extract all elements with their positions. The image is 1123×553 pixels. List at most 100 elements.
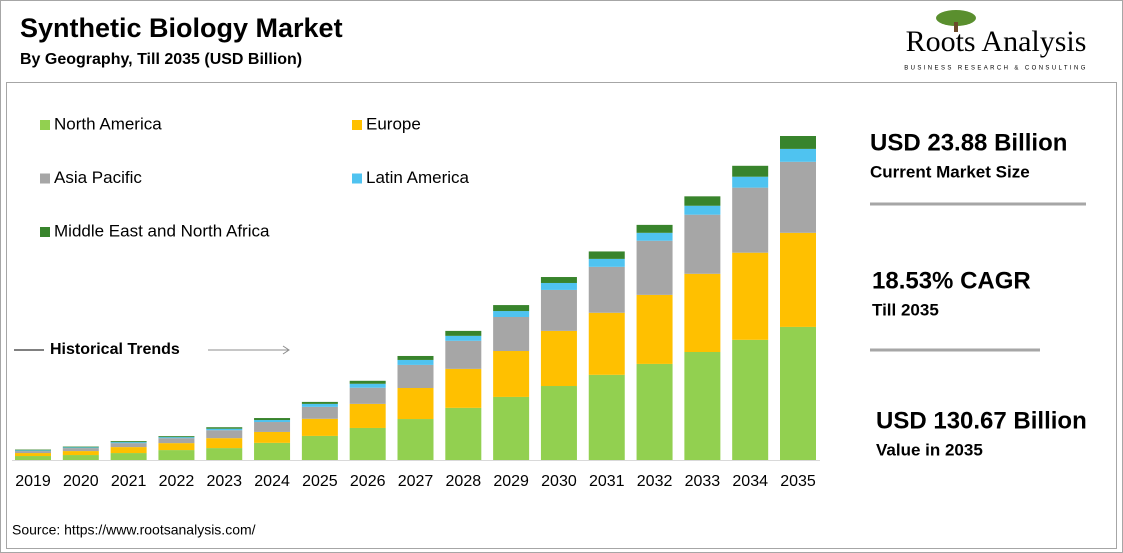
x-tick-label: 2019: [15, 473, 51, 490]
bar-segment: [15, 450, 51, 452]
bar-segment: [684, 214, 721, 274]
bar-segment: [684, 352, 721, 460]
bar-segment: [301, 403, 338, 407]
x-tick-label: 2022: [159, 473, 195, 490]
bar-segment: [110, 442, 147, 444]
bar-segment: [206, 438, 243, 449]
logo-tagline: BUSINESS RESEARCH & CONSULTING: [904, 66, 1088, 72]
bar-segment: [254, 418, 291, 421]
bar-segment: [540, 330, 577, 387]
x-tick-label: 2030: [541, 473, 577, 490]
bar-segment: [62, 447, 99, 449]
bar-segment: [445, 330, 482, 336]
x-tick-label: 2033: [685, 473, 721, 490]
trend-arrowhead: [282, 345, 290, 355]
legend-swatch: [40, 173, 50, 184]
bar-segment: [732, 339, 769, 460]
bar-segment: [684, 273, 721, 352]
legend-label: Latin America: [366, 168, 470, 187]
bar-segment: [254, 431, 291, 443]
logo: Roots Analysis BUSINESS RESEARCH & CONSU…: [904, 10, 1088, 72]
legend-label: Middle East and North Africa: [54, 221, 270, 240]
historical-label: Historical Trends: [50, 341, 180, 358]
bar-segment: [158, 438, 195, 444]
bar-segment: [493, 305, 530, 312]
bar-segment: [588, 374, 625, 460]
bar-segment: [588, 251, 625, 259]
legend-swatch: [40, 227, 50, 237]
x-tick-label: 2029: [493, 473, 529, 490]
kpi-value: USD 130.67 Billion: [876, 407, 1087, 434]
legend-swatch: [40, 120, 50, 130]
bar-segment: [301, 418, 338, 436]
bar-segment: [254, 420, 291, 423]
bar-segment: [780, 326, 816, 460]
legend-label: North America: [54, 114, 162, 133]
bar-segment: [301, 406, 338, 419]
bar-segment: [636, 294, 673, 364]
bar-segment: [206, 427, 243, 429]
x-tick-label: 2035: [780, 473, 816, 490]
legend-swatch: [352, 120, 362, 130]
kpi-label: Current Market Size: [870, 162, 1030, 181]
bar-segment: [636, 240, 673, 295]
bar-segment: [780, 161, 816, 233]
bar-segment: [636, 224, 673, 233]
bar-segment: [15, 453, 51, 457]
bar-segment: [349, 403, 386, 428]
bar-segment: [493, 351, 530, 397]
logo-name: Roots Analysis: [906, 25, 1087, 58]
panel-border: [6, 82, 1117, 549]
kpi-label: Till 2035: [872, 300, 939, 319]
legend-label: Asia Pacific: [54, 168, 142, 187]
kpi-value: USD 23.88 Billion: [870, 129, 1067, 156]
bar-segment: [15, 456, 51, 460]
bar-segment: [254, 422, 291, 432]
bar-segment: [684, 196, 721, 206]
bar-segment: [62, 455, 99, 460]
bar-segment: [732, 176, 769, 188]
bar-segment: [349, 387, 386, 404]
chart-subtitle: By Geography, Till 2035 (USD Billion): [20, 51, 302, 68]
kpi-label: Value in 2035: [876, 440, 983, 459]
bar-segment: [445, 340, 482, 369]
x-tick-label: 2027: [398, 473, 434, 490]
bar-segment: [349, 427, 386, 460]
x-tick-label: 2021: [111, 473, 147, 490]
bar-segment: [206, 430, 243, 439]
x-tick-label: 2023: [206, 473, 242, 490]
chart-title: Synthetic Biology Market: [20, 13, 343, 43]
x-tick-label: 2024: [254, 473, 290, 490]
bar-segment: [158, 437, 195, 439]
bar-segment: [732, 187, 769, 253]
x-tick-label: 2028: [446, 473, 482, 490]
kpi-value: 18.53% CAGR: [872, 267, 1031, 294]
legend-label: Europe: [366, 114, 421, 133]
bar-segment: [397, 364, 434, 388]
bar-segment: [588, 266, 625, 313]
bar-segment: [780, 148, 816, 162]
logo-trunk: [954, 22, 958, 32]
bar-segment: [397, 355, 434, 360]
bar-segment: [158, 450, 195, 460]
legend-swatch: [352, 173, 362, 184]
bar-segment: [158, 436, 195, 438]
x-tick-label: 2020: [63, 473, 99, 490]
bar-segment: [732, 252, 769, 340]
x-tick-label: 2031: [589, 473, 625, 490]
bar-segment: [684, 205, 721, 215]
bar-segment: [780, 232, 816, 327]
x-tick-label: 2026: [350, 473, 386, 490]
bar-segment: [588, 258, 625, 267]
bar-segment: [62, 446, 99, 448]
bar-segment: [636, 363, 673, 460]
bar-segment: [254, 442, 291, 460]
bar-segment: [206, 448, 243, 460]
bar-segment: [110, 447, 147, 454]
bar-segment: [493, 311, 530, 317]
bar-segment: [540, 386, 577, 460]
bar-segment: [110, 453, 147, 460]
bar-segment: [493, 316, 530, 352]
bar-segment: [732, 165, 769, 177]
